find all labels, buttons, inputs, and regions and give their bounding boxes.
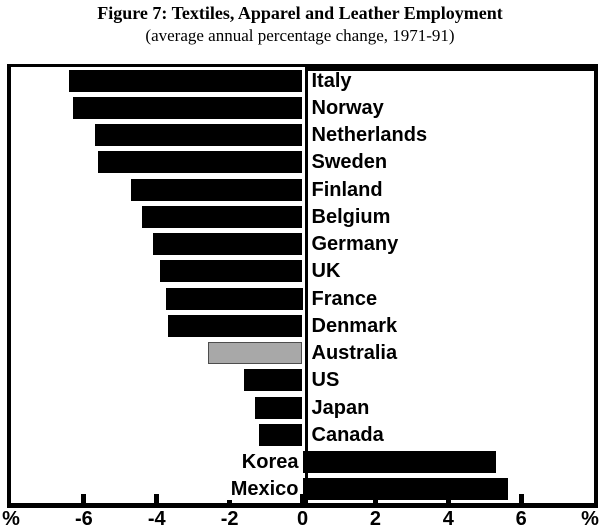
tick--4 [154,494,160,503]
bar-label-australia: Australia [311,342,398,364]
bar-label-norway: Norway [311,96,384,119]
axis-label--6: -6 [74,508,93,530]
axis-label-0: 0 [296,508,309,530]
plot-area: Italy Norway Netherlands Sweden Finland Belgi… [11,67,594,503]
chart-title: Figure 7: Textiles, Apparel and Leather … [97,3,503,23]
bar-label-germany: Germany [311,233,399,255]
label-panel [304,67,594,503]
axis-label-2: 2 [369,508,381,530]
bar-belgium [142,205,303,228]
chart-subtitle: (average annual percentage change, 1971-… [145,26,455,45]
bar-mexico [302,478,509,501]
axis-label--4: -4 [147,508,166,530]
x-axis-labels: % -6 -4 -2 0 2 4 6% [0,509,600,532]
bar-finland [131,178,303,201]
bar-label-japan: Japan [311,396,370,419]
axis-unit-right: % [581,508,599,530]
chart-frame: Italy Norway Netherlands Sweden Finland Belgi… [7,64,598,508]
bar-label-denmark: Denmark [311,314,398,337]
bar-label-us: US [311,369,340,392]
bar-label-mexico: Mexico [225,478,299,501]
tick--6 [81,494,87,503]
bar-label-canada: Canada [311,423,384,446]
bar-label-netherlands: Netherlands [311,124,428,146]
bar-japan [255,396,303,419]
bar-label-uk: UK [311,260,341,283]
bar-label-belgium: Belgium [311,205,391,228]
bar-label-sweden: Sweden [311,151,388,174]
bar-norway [72,96,303,119]
bar-us [244,369,303,392]
bar-uk [160,260,303,283]
bar-label-korea: Korea [236,451,299,473]
bar-canada [258,423,303,446]
bar-denmark [167,314,303,337]
bar-netherlands [94,124,303,146]
tick-6 [518,494,524,503]
axis-label-4: 4 [442,508,454,530]
axis-label--2: -2 [220,508,239,530]
bar-korea [302,451,496,473]
bar-label-italy: Italy [311,69,352,92]
bar-france [165,287,303,310]
axis-label-6: 6 [515,508,527,530]
bar-label-finland: Finland [311,178,383,201]
bar-label-france: France [311,287,378,310]
bar-italy [69,69,303,92]
bar-germany [153,233,303,255]
axis-unit-left: % [2,508,20,530]
bar-sweden [98,151,303,174]
bar-australia [207,342,303,364]
